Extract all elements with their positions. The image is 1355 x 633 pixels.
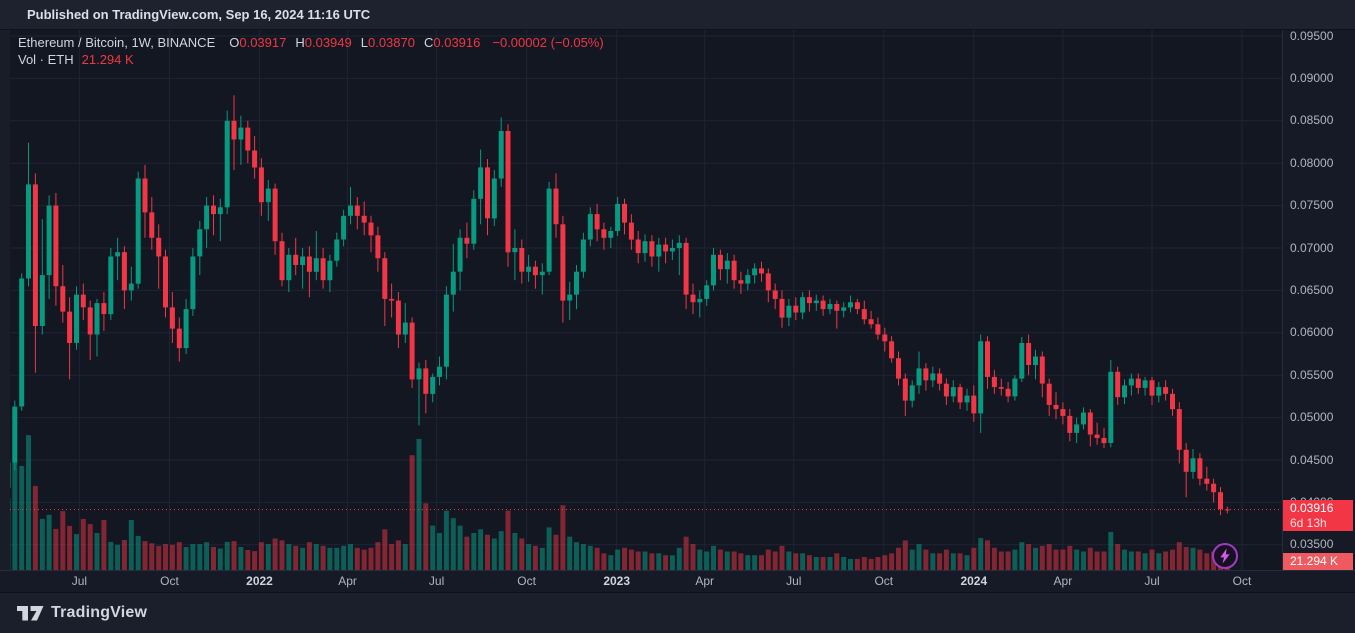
price-axis[interactable]: 0.035000.040000.045000.050000.055000.060… bbox=[1282, 28, 1355, 570]
time-tick: Jul bbox=[1144, 574, 1160, 588]
price-tick: 0.09000 bbox=[1290, 70, 1334, 85]
grid bbox=[10, 30, 1283, 570]
time-tick: Jul bbox=[428, 574, 445, 588]
ohlc-values: O0.03917 H0.03949 L0.03870 C0.03916 bbox=[229, 35, 489, 50]
tradingview-wordmark: TradingView bbox=[51, 604, 148, 621]
price-tick: 0.09500 bbox=[1290, 28, 1334, 43]
time-tick: Apr bbox=[695, 574, 715, 588]
ohlc-o: O0.03917 bbox=[229, 35, 287, 50]
tradingview-logo-icon bbox=[17, 605, 44, 620]
legend-row-volume: Vol · ETH 21.294 K bbox=[18, 51, 604, 68]
lightning-icon[interactable] bbox=[1211, 542, 1239, 570]
time-tick-year: 2023 bbox=[603, 574, 631, 588]
time-tick: Oct bbox=[874, 574, 894, 588]
bar-countdown: 6d 13h bbox=[1290, 515, 1327, 530]
bolt-glyph bbox=[1220, 548, 1230, 564]
time-tick: Oct bbox=[1232, 574, 1252, 588]
published-text: Published on TradingView.com, Sep 16, 20… bbox=[27, 7, 371, 22]
price-tick: 0.08500 bbox=[1290, 113, 1334, 128]
time-tick: Oct bbox=[160, 574, 179, 588]
volume-bars bbox=[10, 435, 1230, 570]
price-tick: 0.06500 bbox=[1290, 282, 1334, 297]
price-tick: 0.04500 bbox=[1290, 452, 1334, 467]
price-tick: 0.07000 bbox=[1290, 240, 1334, 255]
time-tick: Jul bbox=[786, 574, 802, 588]
price-tick: 0.08000 bbox=[1290, 155, 1334, 170]
ohlc-l: L0.03870 bbox=[360, 35, 415, 50]
tradingview-logo-link[interactable]: TradingView bbox=[17, 604, 147, 622]
price-tick: 0.05000 bbox=[1290, 410, 1334, 425]
time-tick: Oct bbox=[517, 574, 536, 588]
last-price-label: 0.03916 6d 13h bbox=[1283, 499, 1353, 531]
time-tick-year: 2022 bbox=[246, 574, 273, 588]
price-tick: 0.05500 bbox=[1290, 367, 1334, 382]
change-value: −0.00002 (−0.05%) bbox=[492, 35, 604, 50]
time-tick: Apr bbox=[338, 574, 357, 588]
ohlc-h: H0.03949 bbox=[295, 35, 352, 50]
time-tick: Apr bbox=[1053, 574, 1073, 588]
time-axis[interactable]: Jul Oct 2022 Apr Jul Oct 2023 Apr Jul Oct 2024 Apr J… bbox=[0, 570, 1355, 592]
price-tick: 0.06000 bbox=[1290, 325, 1334, 340]
time-tick-year: 2024 bbox=[960, 574, 988, 588]
last-price-value: 0.03916 bbox=[1290, 500, 1334, 515]
price-tick: 0.07500 bbox=[1290, 198, 1334, 213]
candle-bodies bbox=[10, 120, 1230, 511]
volume-axis-badge: 21.294 K bbox=[1283, 553, 1353, 570]
symbol-title: Ethereum / Bitcoin, 1W, BINANCE bbox=[18, 35, 216, 50]
legend-row-symbol: Ethereum / Bitcoin, 1W, BINANCE O0.03917 H… bbox=[18, 34, 604, 51]
ohlc-c: C0.03916 bbox=[423, 35, 481, 50]
chart-pane[interactable]: Ethereum / Bitcoin, 1W, BINANCE O0.03917 H… bbox=[10, 30, 1283, 570]
footer-bar: TradingView bbox=[0, 592, 1355, 633]
volume-label: Vol · ETH bbox=[18, 52, 74, 67]
published-bar: Published on TradingView.com, Sep 16, 20… bbox=[0, 0, 1355, 30]
candlestick-chart[interactable] bbox=[10, 30, 1283, 570]
price-tick: 0.03500 bbox=[1290, 537, 1334, 552]
chart-legend: Ethereum / Bitcoin, 1W, BINANCE O0.03917 H… bbox=[18, 34, 604, 68]
time-tick: Jul bbox=[71, 574, 88, 588]
volume-value: 21.294 K bbox=[81, 52, 134, 67]
